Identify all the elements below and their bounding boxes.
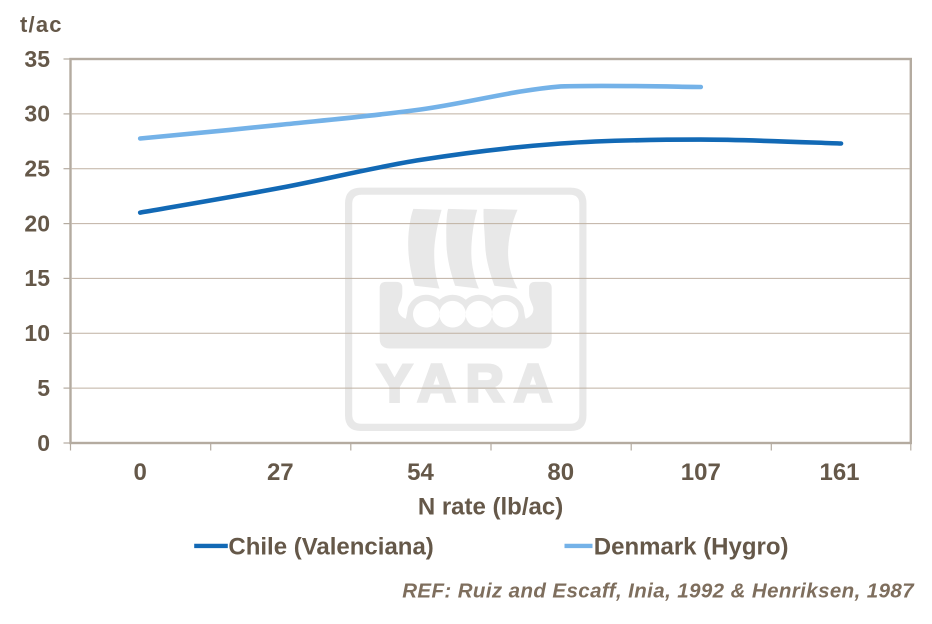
svg-text:t/ac: t/ac [20, 12, 63, 37]
svg-text:REF: Ruiz and Escaff, Inia, 19: REF: Ruiz and Escaff, Inia, 1992 & Henri… [402, 580, 915, 603]
svg-text:Chile (Valenciana): Chile (Valenciana) [228, 534, 433, 561]
svg-text:N rate (lb/ac): N rate (lb/ac) [418, 494, 563, 521]
svg-text:35: 35 [24, 46, 50, 72]
svg-text:25: 25 [24, 156, 50, 182]
svg-text:27: 27 [267, 459, 294, 486]
svg-text:80: 80 [547, 459, 574, 486]
svg-text:0: 0 [37, 430, 50, 456]
svg-text:10: 10 [24, 320, 50, 346]
svg-text:107: 107 [681, 459, 721, 486]
svg-text:YARA: YARA [377, 354, 562, 413]
svg-text:15: 15 [24, 265, 50, 291]
svg-text:Denmark (Hygro): Denmark (Hygro) [594, 534, 789, 561]
svg-text:30: 30 [24, 101, 50, 127]
svg-text:5: 5 [37, 375, 50, 401]
svg-text:0: 0 [134, 459, 147, 486]
svg-text:161: 161 [819, 459, 859, 486]
svg-text:20: 20 [24, 210, 50, 236]
svg-text:54: 54 [407, 459, 434, 486]
